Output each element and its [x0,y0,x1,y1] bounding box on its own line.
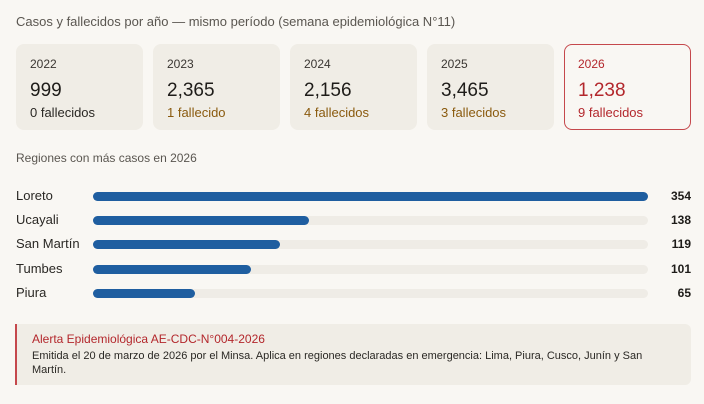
card-year: 2022 [30,57,57,71]
card-cases: 1,238 [578,80,626,101]
bar-track [93,289,648,298]
region-label: Loreto [16,188,53,203]
year-card-2024: 2024 2,156 4 fallecidos [290,44,417,130]
bar-track [93,265,648,274]
card-deaths: 4 fallecidos [304,105,370,120]
year-card-2026: 2026 1,238 9 fallecidos [564,44,691,130]
region-value: 101 [670,262,691,276]
card-year: 2026 [578,57,605,71]
alert-box: Alerta Epidemiológica AE-CDC-N°004-2026 … [15,324,691,385]
region-row-tumbes: Tumbes 101 [16,260,691,278]
card-cases: 3,465 [441,80,489,101]
region-value: 138 [670,213,691,227]
bar-fill [93,265,252,274]
card-year: 2025 [441,57,468,71]
bar-fill [93,216,310,225]
card-cases: 2,156 [304,80,352,101]
bar-track [93,192,648,201]
year-card-2023: 2023 2,365 1 fallecido [153,44,280,130]
card-deaths: 3 fallecidos [441,105,507,120]
bar-track [93,240,648,249]
region-label: Ucayali [16,212,59,227]
bar-fill [93,192,648,201]
alert-body: Emitida el 20 de marzo de 2026 por el Mi… [32,350,643,376]
region-value: 119 [671,237,691,251]
page-title: Casos y fallecidos por año — mismo perío… [16,14,456,29]
year-card-2022: 2022 999 0 fallecidos [16,44,143,130]
alert-title: Alerta Epidemiológica AE-CDC-N°004-2026 [32,332,265,346]
card-cases: 999 [30,80,62,101]
region-value: 65 [677,286,691,300]
card-year: 2024 [304,57,331,71]
region-row-san-martin: San Martín 119 [16,235,691,253]
card-year: 2023 [167,57,194,71]
bar-fill [93,289,195,298]
card-cases: 2,365 [167,80,215,101]
region-label: San Martín [16,236,80,251]
region-row-ucayali: Ucayali 138 [16,211,691,229]
card-deaths: 9 fallecidos [578,105,644,120]
region-label: Piura [16,285,47,300]
regions-title: Regiones con más casos en 2026 [16,151,197,165]
region-row-loreto: Loreto 354 [16,187,691,205]
year-cards: 2022 999 0 fallecidos 2023 2,365 1 falle… [16,44,691,130]
card-deaths: 0 fallecidos [30,105,96,120]
bar-fill [93,240,280,249]
region-row-piura: Piura 65 [16,284,691,302]
card-deaths: 1 fallecido [167,105,226,120]
region-value: 354 [670,189,691,203]
year-card-2025: 2025 3,465 3 fallecidos [427,44,554,130]
region-label: Tumbes [16,261,63,276]
bar-track [93,216,648,225]
